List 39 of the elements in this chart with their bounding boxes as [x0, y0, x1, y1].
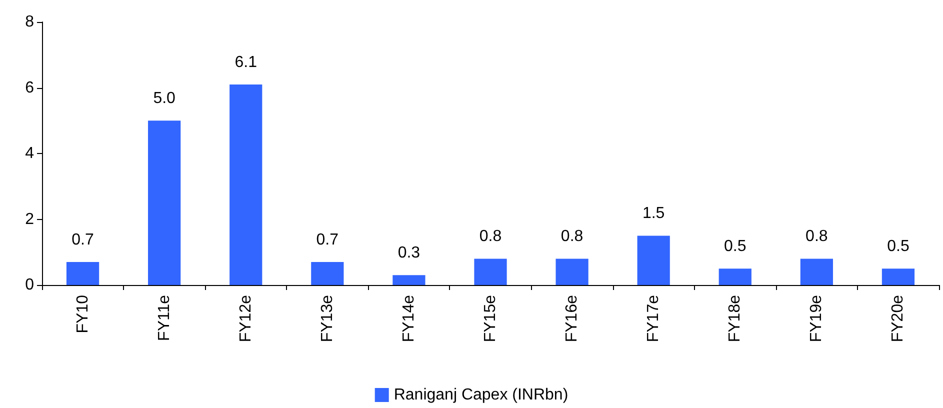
bar [474, 258, 507, 285]
data-label: 0.5 [724, 238, 746, 256]
x-tick-label: FY12e [237, 294, 254, 342]
x-tick-label: FY11e [156, 294, 173, 341]
data-label: 0.8 [560, 228, 584, 246]
bar [800, 258, 833, 285]
data-label: 0.7 [72, 231, 94, 248]
bar [66, 262, 100, 285]
y-tick-label: 8 [25, 14, 34, 30]
bar [637, 236, 670, 285]
x-tick-label: FY10 [74, 294, 92, 334]
bar [556, 258, 588, 285]
data-label: 0.8 [479, 228, 502, 246]
data-label: 6.1 [234, 54, 258, 71]
data-label: 0.5 [887, 238, 910, 256]
data-label: 0.8 [806, 228, 828, 246]
x-tick-label: FY18e [726, 294, 744, 342]
bar [392, 275, 426, 285]
x-tick-label: FY15e [482, 294, 499, 342]
legend-label: Raniganj Capex (INRbn) [394, 386, 568, 404]
x-tick-label: FY13e [318, 294, 336, 342]
bar [718, 268, 752, 285]
data-label: 1.5 [642, 205, 665, 222]
data-label: 5.0 [153, 90, 176, 108]
x-tick-label: FY14e [400, 294, 418, 342]
data-label: 0.7 [316, 231, 339, 248]
y-tick-label: 6 [25, 79, 34, 96]
bar [882, 268, 915, 285]
x-tick-label: FY16e [564, 294, 581, 342]
x-tick-label: FY19e [808, 294, 826, 342]
y-tick-label: 4 [25, 145, 34, 162]
x-tick-label: FY20e [890, 294, 907, 342]
y-tick-label: 0 [25, 276, 34, 294]
y-tick-label: 2 [25, 210, 34, 228]
data-label: 0.3 [398, 244, 420, 262]
x-tick-label: FY17e [645, 294, 662, 342]
bar [148, 120, 181, 285]
bar [311, 262, 344, 285]
bar [230, 84, 262, 285]
